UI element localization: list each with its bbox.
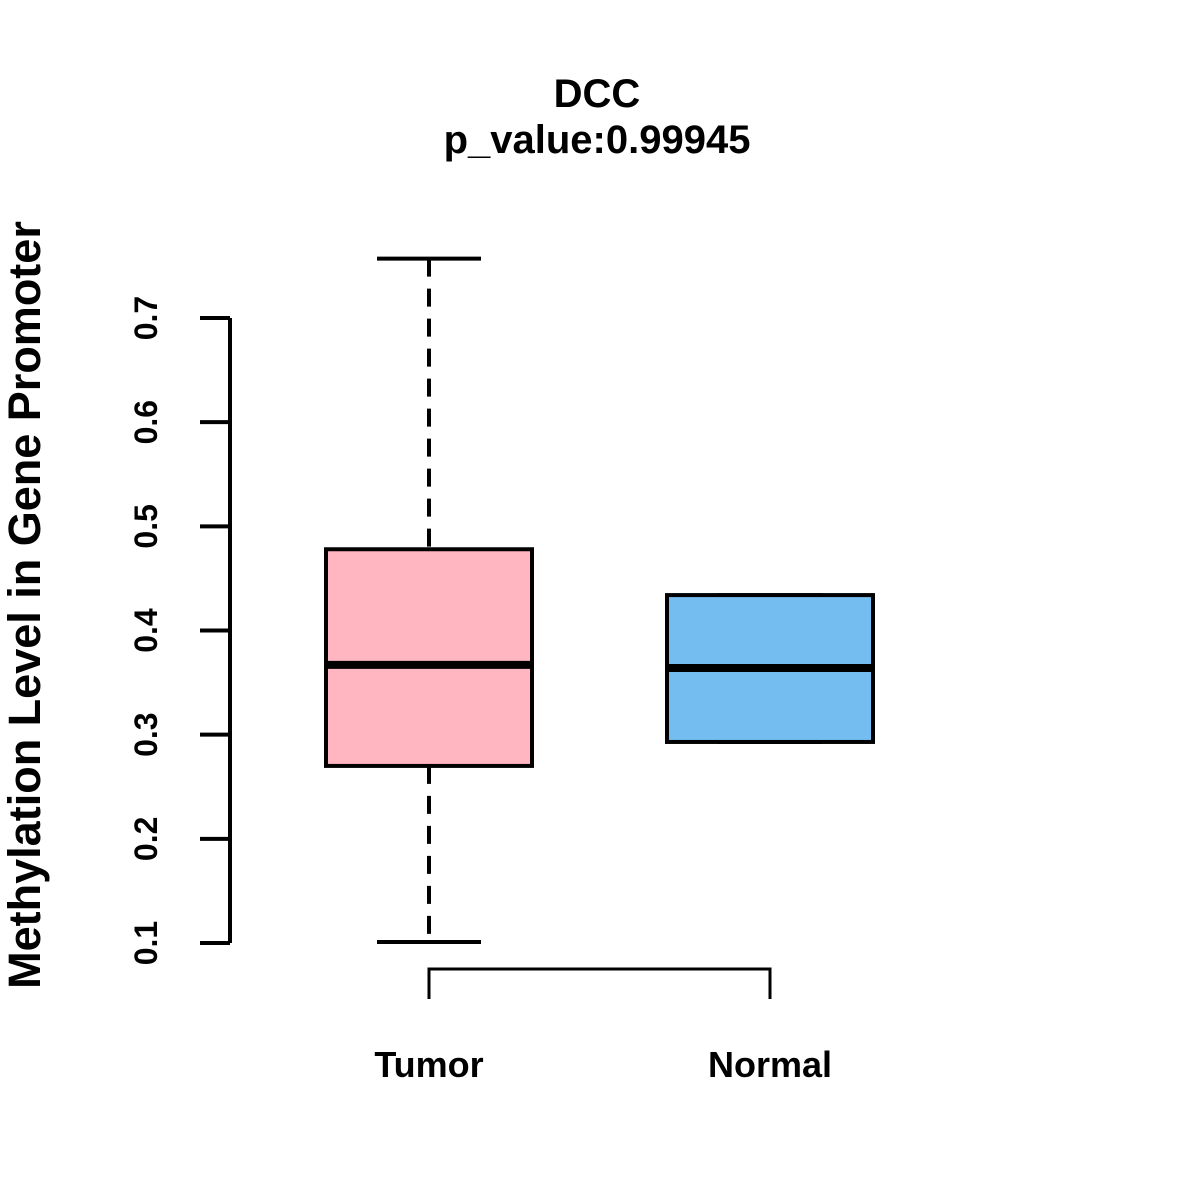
x-category-label-tumor: Tumor	[374, 1044, 483, 1085]
y-tick-label: 0.7	[128, 296, 164, 340]
y-tick-label: 0.6	[128, 400, 164, 444]
y-tick-label: 0.2	[128, 817, 164, 861]
x-category-label-normal: Normal	[708, 1044, 832, 1085]
plot-layer: 0.1 0.2 0.3 0.4 0.5 0.6 0.7	[128, 256, 875, 999]
y-axis-title: Methylation Level in Gene Promoter	[0, 221, 50, 989]
x-axis-bracket	[427, 967, 772, 999]
box-tumor	[324, 547, 534, 768]
y-tick-label: 0.1	[128, 921, 164, 965]
y-tick-label: 0.4	[128, 608, 164, 653]
chart-title: DCC	[554, 72, 641, 116]
y-tick-label: 0.3	[128, 712, 164, 756]
y-tick-label: 0.5	[128, 504, 164, 548]
chart-subtitle: p_value:0.99945	[444, 118, 751, 162]
